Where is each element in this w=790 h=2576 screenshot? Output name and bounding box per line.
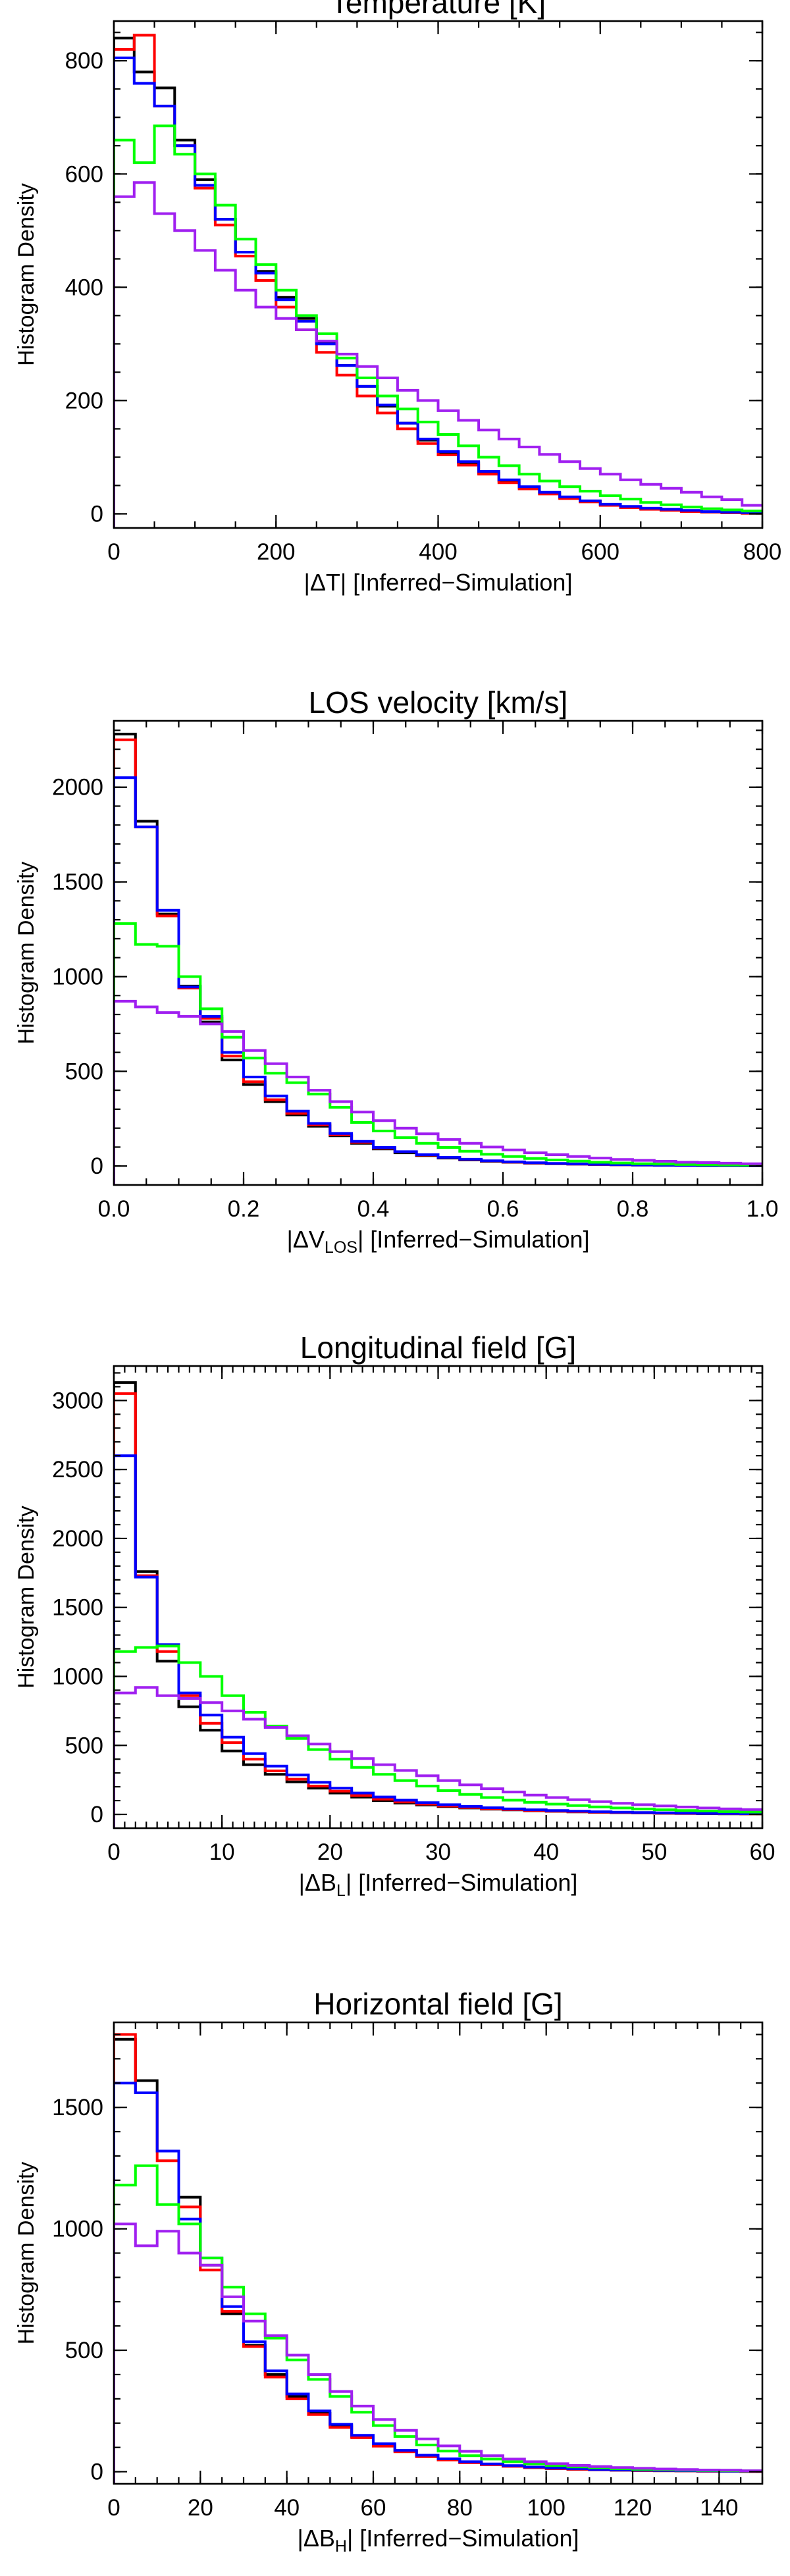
y-tick-label: 1000 [52, 964, 103, 989]
series-line-black [114, 733, 762, 1185]
x-tick-label: 80 [447, 2495, 473, 2521]
x-tick-label: 20 [317, 1839, 343, 1865]
series-line-blue [114, 56, 762, 528]
chart-panel-4: 0 20 40 60 80 100 120 140 0 500 1000 1500 Horizontal… [14, 1987, 764, 2556]
chart-panel-3: 0 10 20 30 40 50 60 0 500 1000 1500 2000 2500 3000 Lon… [14, 1330, 775, 1900]
series-line-purple [114, 181, 762, 528]
x-axis-label: |ΔBL| [Inferred−Simulation] [299, 1869, 578, 1900]
x-tick-label: 60 [750, 1839, 776, 1865]
y-tick-label: 3000 [52, 1388, 103, 1413]
x-tick-label: 0.6 [487, 1196, 519, 1222]
series-line-green [114, 124, 762, 528]
y-tick-label: 600 [65, 161, 103, 187]
y-axis-label: Histogram Density [14, 2162, 39, 2345]
x-tick-label: 10 [209, 1839, 235, 1865]
x-tick-label: 200 [257, 539, 295, 565]
series-line-purple [114, 2222, 762, 2484]
x-tick-label: 20 [188, 2495, 213, 2521]
series-line-blue [114, 1454, 762, 1828]
series-group [114, 733, 762, 1185]
y-tick-label: 1000 [52, 1664, 103, 1689]
x-axis-label: |ΔT| [Inferred−Simulation] [304, 569, 573, 596]
x-tick-label: 100 [527, 2495, 565, 2521]
x-tick-label: 0.0 [98, 1196, 130, 1222]
series-line-blue [114, 2082, 762, 2484]
y-tick-label: 1500 [52, 1595, 103, 1621]
x-tick-label: 0 [107, 1839, 120, 1865]
series-line-purple [114, 999, 762, 1185]
series-line-green [114, 922, 762, 1185]
x-axis-label: |ΔVLOS| [Inferred−Simulation] [287, 1226, 590, 1257]
series-line-green [114, 2164, 762, 2484]
y-tick-label: 0 [91, 501, 103, 527]
x-tick-label: 60 [361, 2495, 386, 2521]
y-tick-label: 1500 [52, 2095, 103, 2120]
x-tick-label: 0.8 [617, 1196, 649, 1222]
x-tick-label: 0.4 [357, 1196, 390, 1222]
y-tick-label: 500 [65, 1059, 103, 1084]
series-group [114, 1381, 762, 1828]
series-line-green [114, 1644, 762, 1828]
series-line-purple [114, 1686, 762, 1828]
plot-frame [113, 2021, 764, 2485]
series-group [114, 2033, 762, 2484]
y-tick-label: 500 [65, 2338, 103, 2363]
x-tick-label: 120 [614, 2495, 652, 2521]
x-tick-label: 400 [419, 539, 457, 565]
series-group [114, 34, 762, 528]
chart-title: Horizontal field [G] [313, 1987, 562, 2021]
chart-title: LOS velocity [km/s] [309, 685, 568, 720]
x-axis-label: |ΔBH| [Inferred−Simulation] [297, 2525, 579, 2556]
series-line-black [114, 1381, 762, 1828]
x-tick-label: 0 [107, 539, 120, 565]
plot-frame [113, 1365, 764, 1829]
x-tick-label: 600 [581, 539, 619, 565]
chart-title: Longitudinal field [G] [300, 1330, 576, 1365]
y-tick-label: 2500 [52, 1457, 103, 1483]
y-tick-label: 1000 [52, 2217, 103, 2242]
y-tick-label: 400 [65, 275, 103, 300]
chart-panel-2: 0.0 0.2 0.4 0.6 0.8 1.0 0 500 1000 1500 2000 LOS ve… [14, 685, 778, 1257]
series-line-black [114, 2037, 762, 2484]
y-tick-label: 800 [65, 48, 103, 74]
x-tick-label: 30 [425, 1839, 451, 1865]
x-tick-label: 0.2 [228, 1196, 260, 1222]
chart-panel-1: 0 200 400 600 800 0 200 400 600 800 Temperature [K… [14, 0, 781, 596]
chart-title: Temperature [K] [330, 0, 546, 20]
y-axis-label: Histogram Density [14, 183, 39, 366]
x-tick-label: 800 [743, 539, 781, 565]
series-line-red [114, 1392, 762, 1828]
y-tick-label: 2000 [52, 775, 103, 801]
series-line-blue [114, 776, 762, 1185]
x-tick-label: 40 [274, 2495, 300, 2521]
x-tick-label: 0 [107, 2495, 120, 2521]
series-line-red [114, 34, 762, 528]
y-tick-label: 0 [91, 1153, 103, 1179]
y-tick-label: 0 [91, 1802, 103, 1827]
y-tick-label: 500 [65, 1733, 103, 1758]
x-tick-label: 1.0 [747, 1196, 779, 1222]
y-tick-label: 200 [65, 388, 103, 413]
x-tick-label: 40 [533, 1839, 559, 1865]
y-axis-label: Histogram Density [14, 862, 39, 1045]
x-tick-label: 50 [641, 1839, 667, 1865]
y-tick-label: 0 [91, 2459, 103, 2485]
series-line-red [114, 738, 762, 1185]
y-axis-label: Histogram Density [14, 1506, 39, 1689]
y-tick-label: 2000 [52, 1526, 103, 1552]
x-tick-label: 140 [700, 2495, 738, 2521]
plot-frame [113, 720, 764, 1186]
y-tick-label: 1500 [52, 870, 103, 895]
